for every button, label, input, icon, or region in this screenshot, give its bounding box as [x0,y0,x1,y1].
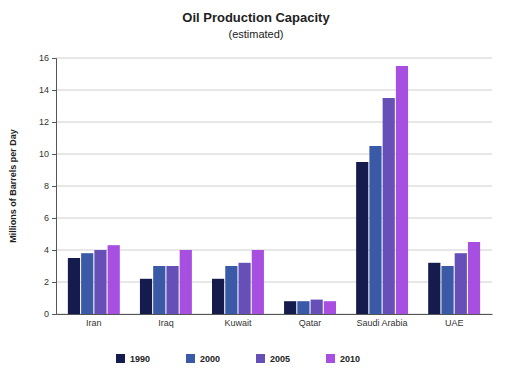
bar [324,301,336,314]
legend-swatch [186,354,195,363]
x-tick: Saudi Arabia [357,318,408,328]
x-tick: Kuwait [224,318,252,328]
y-tick-mark [52,186,56,187]
y-tick: 4 [44,245,56,255]
legend-item: 1990 [116,354,150,364]
y-tick-mark [52,218,56,219]
grid-line [56,282,492,283]
x-tick: UAE [445,318,464,328]
bar [311,300,323,314]
y-tick: 14 [39,85,56,95]
bar [441,266,453,314]
grid-line [56,154,492,155]
y-tick-label: 16 [39,53,49,63]
y-tick-mark [52,122,56,123]
legend-label: 2005 [270,354,290,364]
grid-line [56,186,492,187]
y-tick-mark [52,90,56,91]
y-tick: 6 [44,213,56,223]
y-tick: 2 [44,277,56,287]
grid-line [56,122,492,123]
y-tick-mark [52,314,56,315]
y-tick-label: 6 [44,213,49,223]
y-axis-title: Millions of Barrels per Day [8,129,18,243]
x-tick-label: Kuwait [224,318,252,328]
bars [68,66,480,314]
bar [383,98,395,314]
legend-swatch [116,354,125,363]
bar [180,250,192,314]
y-tick-mark [52,154,56,155]
x-tick: Iran [86,318,102,328]
bar [238,263,250,314]
y-tick-label: 2 [44,277,49,287]
x-axis-line [57,314,493,315]
bar [81,253,93,314]
plot: 0 2 4 6 8 10 12 14 16 Iran Iraq Kuwait Qatar Saudi Ar… [39,53,493,328]
bar [284,301,296,314]
y-tick-mark [52,250,56,251]
y-tick-label: 0 [44,309,49,319]
legend-label: 2000 [200,354,220,364]
y-tick-label: 10 [39,149,49,159]
grid-line [56,250,492,251]
subtitle: (estimated) [228,28,283,40]
grid-line [56,58,492,59]
x-tick-label: Iran [86,318,102,328]
bar [396,66,408,314]
y-tick: 12 [39,117,56,127]
legend-label: 2010 [340,354,360,364]
x-tick-label: Iraq [158,318,174,328]
title: Oil Production Capacity [182,10,330,25]
chart: Oil Production Capacity (estimated) 0 2 4 6 8 1… [0,0,512,384]
bar [153,266,165,314]
bar [468,242,480,314]
legend-item: 2010 [326,354,360,364]
legend-swatch [256,354,265,363]
y-axis-line [52,59,57,315]
y-tick-label: 4 [44,245,49,255]
bar [369,146,381,314]
x-tick: Qatar [299,318,322,328]
bar [356,162,368,314]
grid [56,58,492,314]
bar [140,279,152,314]
grid-line [56,314,492,315]
y-axis: 0 2 4 6 8 10 12 14 16 [39,53,57,319]
y-tick-label: 14 [39,85,49,95]
bar [94,250,106,314]
x-tick-label: Saudi Arabia [357,318,408,328]
bar [297,301,309,314]
legend-label: 1990 [130,354,150,364]
y-tick: 0 [44,309,56,319]
y-tick-label: 8 [44,181,49,191]
grid-line [56,218,492,219]
legend: 1990 2000 2005 2010 [116,354,360,364]
bar [455,253,467,314]
bar [108,245,120,314]
y-tick: 10 [39,149,56,159]
bar [225,266,237,314]
y-tick-label: 12 [39,117,49,127]
x-tick-label: Qatar [299,318,322,328]
bar [252,250,264,314]
legend-item: 2000 [186,354,220,364]
bar [68,258,80,314]
y-tick-mark [52,282,56,283]
y-tick: 16 [39,53,56,63]
bar [166,266,178,314]
bar [428,263,440,314]
x-tick: Iraq [158,318,174,328]
legend-item: 2005 [256,354,290,364]
y-tick: 8 [44,181,56,191]
grid-line [56,90,492,91]
y-tick-mark [52,58,56,59]
bar [212,279,224,314]
legend-swatch [326,354,335,363]
x-tick-label: UAE [445,318,464,328]
x-axis: Iran Iraq Kuwait Qatar Saudi Arabia UAE [57,315,493,329]
